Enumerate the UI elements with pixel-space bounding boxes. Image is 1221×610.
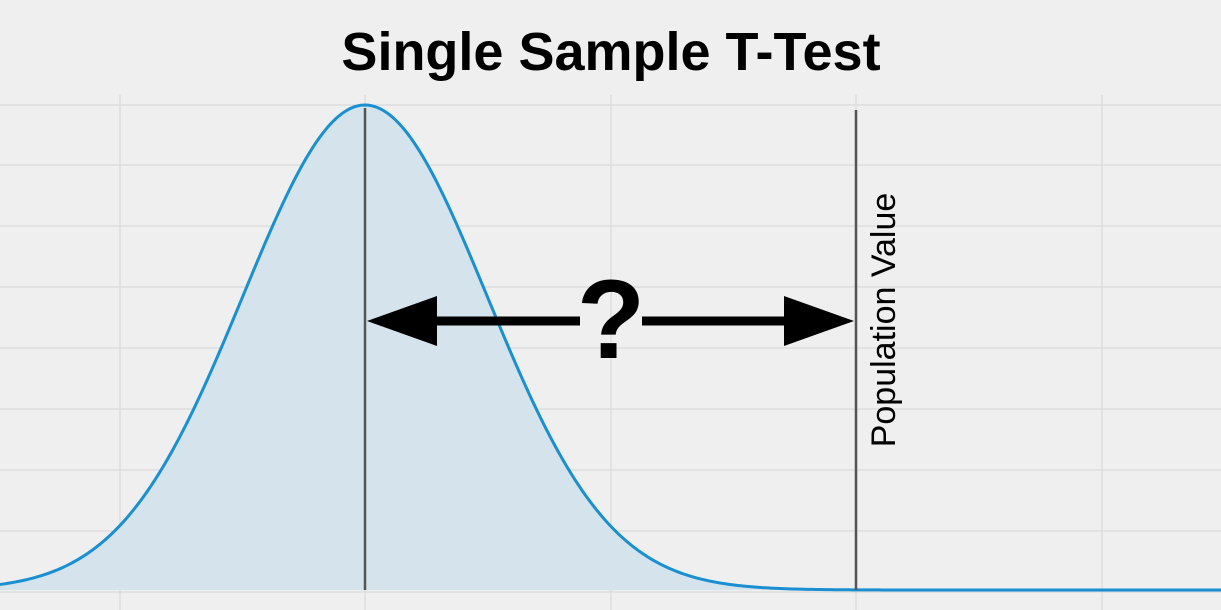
arrow-head	[367, 296, 437, 346]
curve-area	[0, 105, 1221, 591]
grid	[0, 95, 1221, 610]
bell-curve	[0, 103, 1221, 592]
question-mark: ?	[577, 257, 645, 382]
arrow-head	[784, 296, 854, 346]
title: Single Sample T-Test	[341, 22, 880, 82]
population-label: Population Value	[865, 193, 903, 448]
